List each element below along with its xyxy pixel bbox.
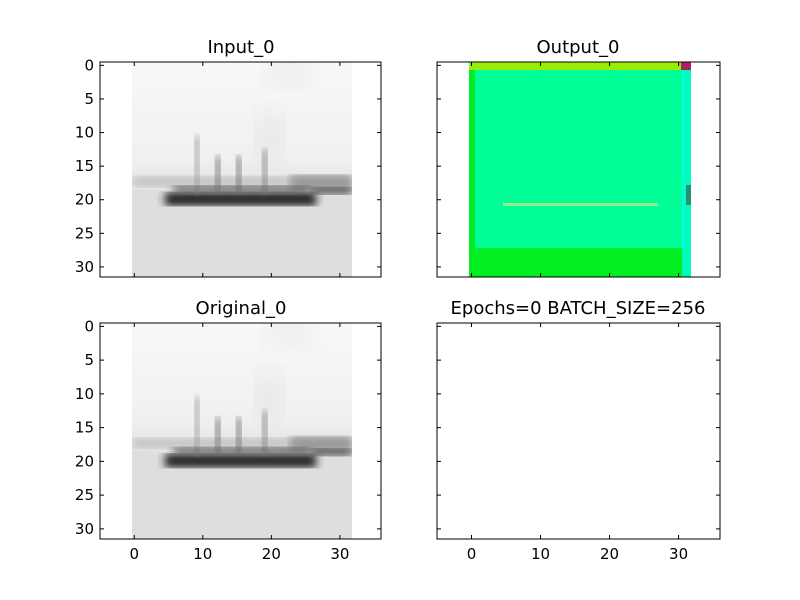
subplot-output: Output_0	[436, 37, 721, 278]
output-image	[469, 62, 691, 277]
y-tick-label: 5	[84, 90, 94, 108]
subplot-original: Original_0 0 10 20 30 0 5 10 15 20 25 30	[75, 298, 382, 563]
y-tick-label: 25	[75, 224, 94, 242]
subplot-title: Output_0	[537, 37, 620, 58]
y-tick-label: 20	[75, 452, 94, 470]
subplot-title: Input_0	[207, 37, 274, 58]
axis-ticks: 0 10 20 30	[437, 323, 720, 563]
x-tick-label: 10	[531, 545, 550, 563]
y-tick-label: 20	[75, 191, 94, 209]
y-tick-label: 15	[75, 419, 94, 437]
subplot-input: Input_0 0 5 10 15 20 25 30	[75, 37, 382, 278]
subplot-title: Epochs=0 BATCH_SIZE=256	[451, 298, 706, 319]
input-image	[132, 58, 352, 277]
axis-ticks: 0 10 20 30 0 5 10 15 20 25 30	[75, 317, 381, 563]
axis-ticks: 0 5 10 15 20 25 30	[75, 56, 381, 277]
x-tick-label: 0	[129, 545, 139, 563]
axes-frame	[436, 322, 721, 540]
original-image	[132, 319, 352, 539]
y-tick-label: 30	[75, 258, 94, 276]
y-tick-label: 10	[75, 124, 94, 142]
y-tick-label: 5	[84, 351, 94, 369]
y-tick-label: 30	[75, 520, 94, 538]
y-tick-label: 0	[84, 56, 94, 74]
x-tick-label: 30	[330, 545, 349, 563]
subplot-title: Original_0	[196, 298, 287, 319]
x-tick-label: 20	[262, 545, 281, 563]
x-tick-label: 0	[467, 545, 477, 563]
axis-ticks	[437, 62, 720, 277]
y-tick-label: 15	[75, 157, 94, 175]
axes-frame	[99, 322, 382, 540]
axes-frame	[436, 61, 721, 278]
y-tick-label: 0	[84, 317, 94, 335]
subplot-info: Epochs=0 BATCH_SIZE=256 0 10 20 30	[436, 298, 721, 563]
x-tick-label: 20	[600, 545, 619, 563]
x-tick-label: 10	[193, 545, 212, 563]
y-tick-label: 10	[75, 385, 94, 403]
y-tick-label: 25	[75, 486, 94, 504]
axes-frame	[99, 61, 382, 278]
x-tick-label: 30	[669, 545, 688, 563]
